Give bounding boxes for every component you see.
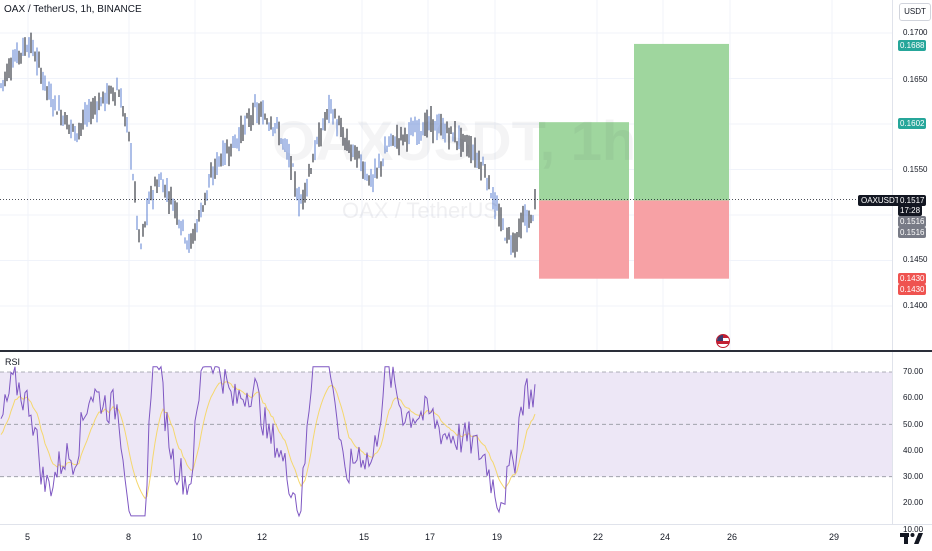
long-position-loss-zone [634, 200, 729, 279]
stop-price-label: 0.1430 [898, 284, 927, 295]
rsi-title[interactable]: RSI [5, 357, 21, 367]
symbol-watermark-description: OAX / TetherUS [342, 198, 499, 223]
rsi-axis[interactable] [892, 352, 932, 524]
tradingview-logo-icon[interactable] [900, 531, 924, 545]
rsi-canvas[interactable] [0, 352, 892, 524]
price-tick: 0.1700 [903, 28, 928, 37]
target-price-label: 0.1602 [898, 118, 927, 129]
entry-price-label: 0.1516 [898, 227, 927, 238]
rsi-pane[interactable] [0, 352, 892, 524]
current-symbol-tag: OAXUSDT [858, 195, 903, 206]
time-axis[interactable] [0, 524, 932, 551]
bar-countdown: 17:28 [898, 205, 923, 216]
rsi-tick: 20.00 [903, 498, 924, 507]
current-price-label: 0.1517 [898, 195, 927, 206]
rsi-tick: 50.00 [903, 420, 924, 429]
time-tick: 17 [425, 532, 436, 542]
time-tick: 26 [727, 532, 738, 542]
rsi-line [0, 365, 536, 518]
pane-separator[interactable] [0, 350, 932, 352]
rsi-tick: 40.00 [903, 446, 924, 455]
price-chart-canvas[interactable] [0, 0, 892, 350]
time-tick: 5 [25, 532, 31, 542]
rsi-moving-average-line [0, 381, 536, 500]
time-tick: 22 [593, 532, 604, 542]
rsi-tick: 70.00 [903, 367, 924, 376]
symbol-watermark: OAXUSDT, 1h [272, 109, 637, 172]
price-axis[interactable] [892, 0, 932, 350]
time-tick: 19 [492, 532, 503, 542]
stop-price-label: 0.1430 [898, 273, 927, 284]
long-position-profit-zone [539, 122, 629, 201]
rsi-tick: 30.00 [903, 472, 924, 481]
target-price-label: 0.1688 [898, 40, 927, 51]
price-tick: 0.1550 [903, 165, 928, 174]
long-position-profit-zone [634, 43, 729, 201]
price-tick: 0.1450 [903, 255, 928, 264]
time-tick: 29 [829, 532, 840, 542]
entry-price-label: 0.1516 [898, 216, 927, 227]
time-tick: 24 [660, 532, 671, 542]
currency-selector[interactable]: USDT [899, 3, 931, 21]
price-tick: 0.1400 [903, 301, 928, 310]
long-position-loss-zone [539, 200, 629, 279]
price-chart-pane[interactable] [0, 0, 892, 350]
time-tick: 12 [257, 532, 268, 542]
price-tick: 0.1650 [903, 75, 928, 84]
time-tick: 10 [192, 532, 203, 542]
rsi-tick: 60.00 [903, 393, 924, 402]
time-tick: 15 [359, 532, 370, 542]
symbol-title[interactable]: OAX / TetherUS, 1h, BINANCE [4, 4, 142, 15]
us-flag-icon[interactable] [716, 334, 730, 348]
time-tick: 8 [126, 532, 132, 542]
rsi-tick: 10.00 [903, 525, 924, 534]
